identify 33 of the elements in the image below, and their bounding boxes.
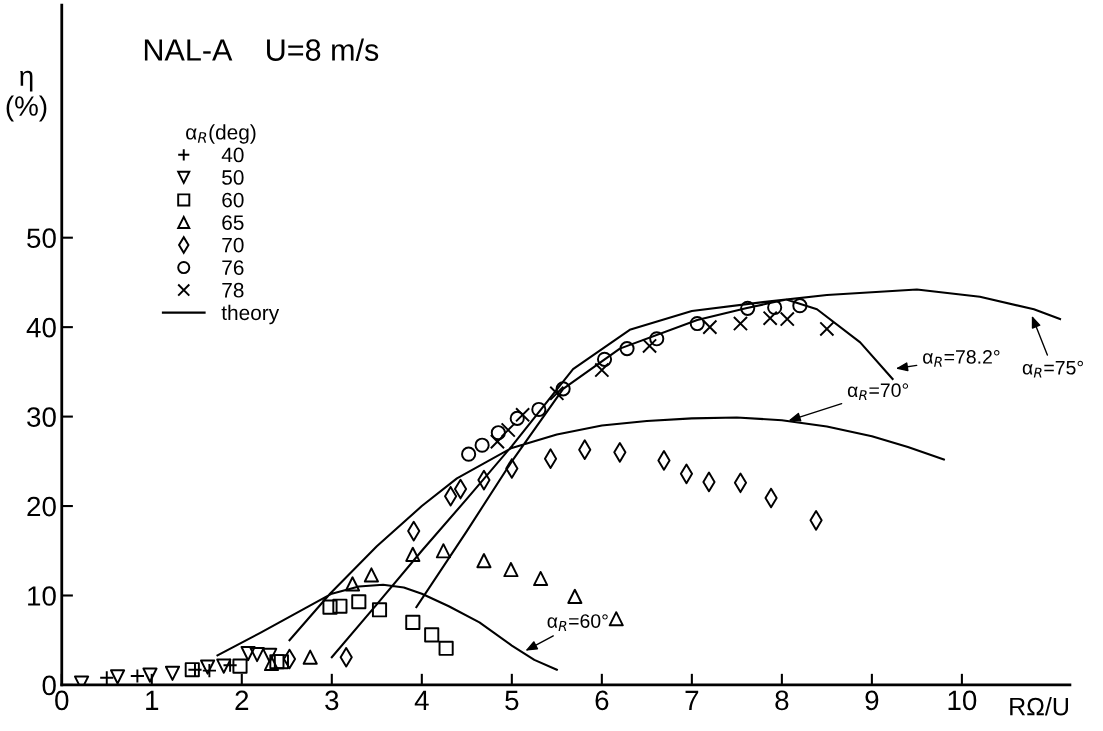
y-tick-label: 10 [28, 586, 56, 606]
x-tick-label: 4 [414, 690, 429, 710]
y-tick-label: 0 [42, 675, 56, 696]
y-axis-title: η (%) [6, 70, 47, 122]
x-tick-label: 0 [55, 690, 69, 711]
legend-label: 70 [222, 237, 244, 253]
x-tick-label: 3 [325, 690, 339, 711]
annotation: α$_{R}$=78.2° [923, 350, 1000, 367]
legend-label: 40 [221, 147, 244, 163]
annotation: α$_{R}$=60° [547, 614, 608, 631]
x-tick-label: 1 [146, 690, 159, 710]
y-tick-label: 50 [27, 228, 56, 249]
x-tick-label: 6 [595, 690, 609, 711]
legend-label: 65 [222, 215, 244, 230]
x-tick-label: 8 [775, 690, 789, 711]
annotation: α$_{R}$=70° [847, 383, 909, 401]
legend-title: α$_{R}$(deg) [186, 124, 256, 144]
x-tick-label: 10 [948, 690, 977, 711]
legend-label: 60 [222, 192, 244, 208]
x-tick-label: 7 [685, 690, 699, 710]
legend-label: 50 [222, 170, 244, 185]
x-axis-title: RΩ/U [1010, 697, 1068, 716]
x-tick-label: 2 [235, 690, 249, 710]
y-tick-label: 40 [26, 317, 56, 338]
legend-label: 76 [222, 260, 244, 276]
y-tick-label: 20 [27, 496, 56, 517]
x-tick-label: 5 [505, 690, 519, 711]
x-tick-label: 9 [865, 690, 879, 711]
text: NAL-A U=8 m/s [144, 38, 379, 61]
annotation: α$_{R}$=75° [1022, 360, 1083, 378]
legend-label: theory [221, 304, 280, 325]
y-tick-label: 30 [27, 407, 56, 427]
legend-label: 78 [222, 282, 244, 298]
